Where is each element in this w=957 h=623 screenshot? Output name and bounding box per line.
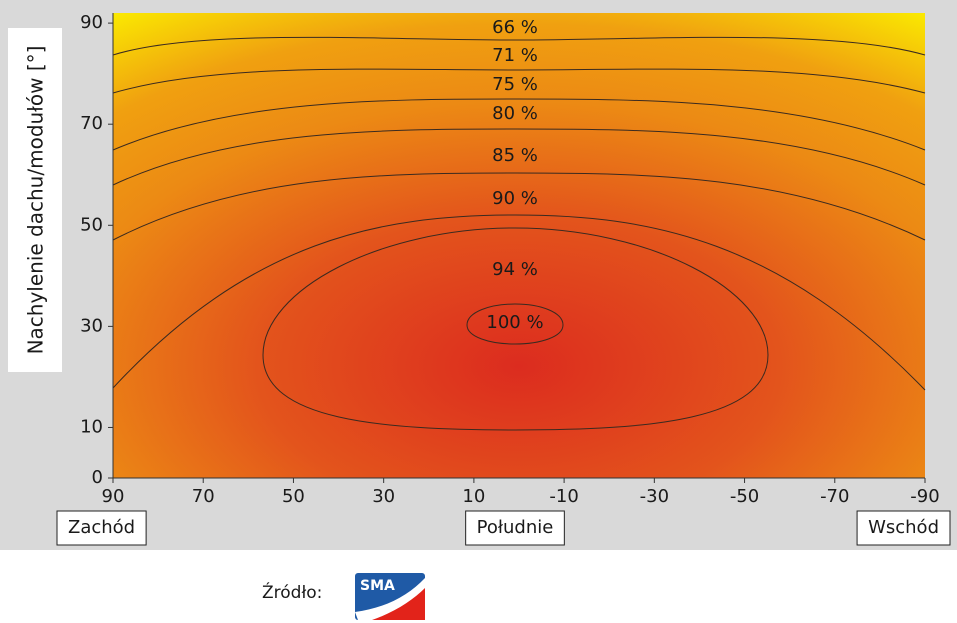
direction-box (56, 510, 147, 546)
source-label: Źródło: (262, 581, 322, 603)
x-tick-label: -50 (730, 486, 759, 507)
contour-line (466, 303, 564, 345)
y-tick-label: 50 (80, 214, 103, 235)
contour-label: 66 % (492, 17, 538, 38)
contour-line (112, 128, 926, 186)
x-tick-label: 10 (462, 486, 485, 507)
contour-line (112, 98, 926, 151)
logo-swoosh-red (372, 588, 425, 620)
x-tick-label: -30 (640, 486, 669, 507)
contour-line (112, 214, 926, 391)
x-tick-label: 30 (372, 486, 395, 507)
contour-line (262, 227, 769, 431)
contour-label: 85 % (492, 145, 538, 166)
x-tick-label: 90 (102, 486, 125, 507)
contour-label: 90 % (492, 188, 538, 209)
contour-label: 75 % (492, 74, 538, 95)
contour-label: 100 % (486, 312, 543, 333)
sma-logo: SMA (355, 573, 425, 620)
y-tick-label: 10 (80, 416, 103, 437)
x-tick-label: -10 (549, 486, 578, 507)
x-tick-label: -70 (820, 486, 849, 507)
direction-box (465, 510, 565, 546)
x-tick-label: 70 (192, 486, 215, 507)
y-tick-label: 90 (80, 12, 103, 33)
contour-line (112, 68, 926, 94)
contour-label: 80 % (492, 103, 538, 124)
logo-text: SMA (360, 578, 395, 594)
contour-line (112, 172, 926, 241)
x-tick-label: 50 (282, 486, 305, 507)
y-tick-label: 30 (80, 315, 103, 336)
direction-label: Wschód (868, 517, 939, 538)
contour-line (112, 36, 926, 56)
direction-label: Zachód (68, 517, 135, 538)
direction-box (856, 510, 951, 546)
y-label-box (8, 28, 62, 372)
x-tick-label: -90 (910, 486, 939, 507)
direction-label: Południe (477, 517, 554, 538)
y-tick-label: 70 (80, 113, 103, 134)
y-axis-label: Nachylenie dachu/modułów [°] (24, 46, 48, 355)
contour-label: 94 % (492, 259, 538, 280)
y-tick-label: 0 (92, 467, 103, 488)
contour-label: 71 % (492, 45, 538, 66)
heatmap (113, 13, 925, 478)
